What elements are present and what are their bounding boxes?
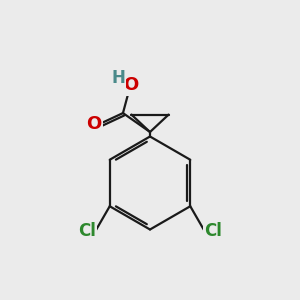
Text: O: O: [86, 115, 101, 133]
Text: Cl: Cl: [204, 222, 222, 240]
Text: O: O: [123, 76, 139, 94]
Text: Cl: Cl: [78, 222, 96, 240]
Text: H: H: [111, 69, 125, 87]
